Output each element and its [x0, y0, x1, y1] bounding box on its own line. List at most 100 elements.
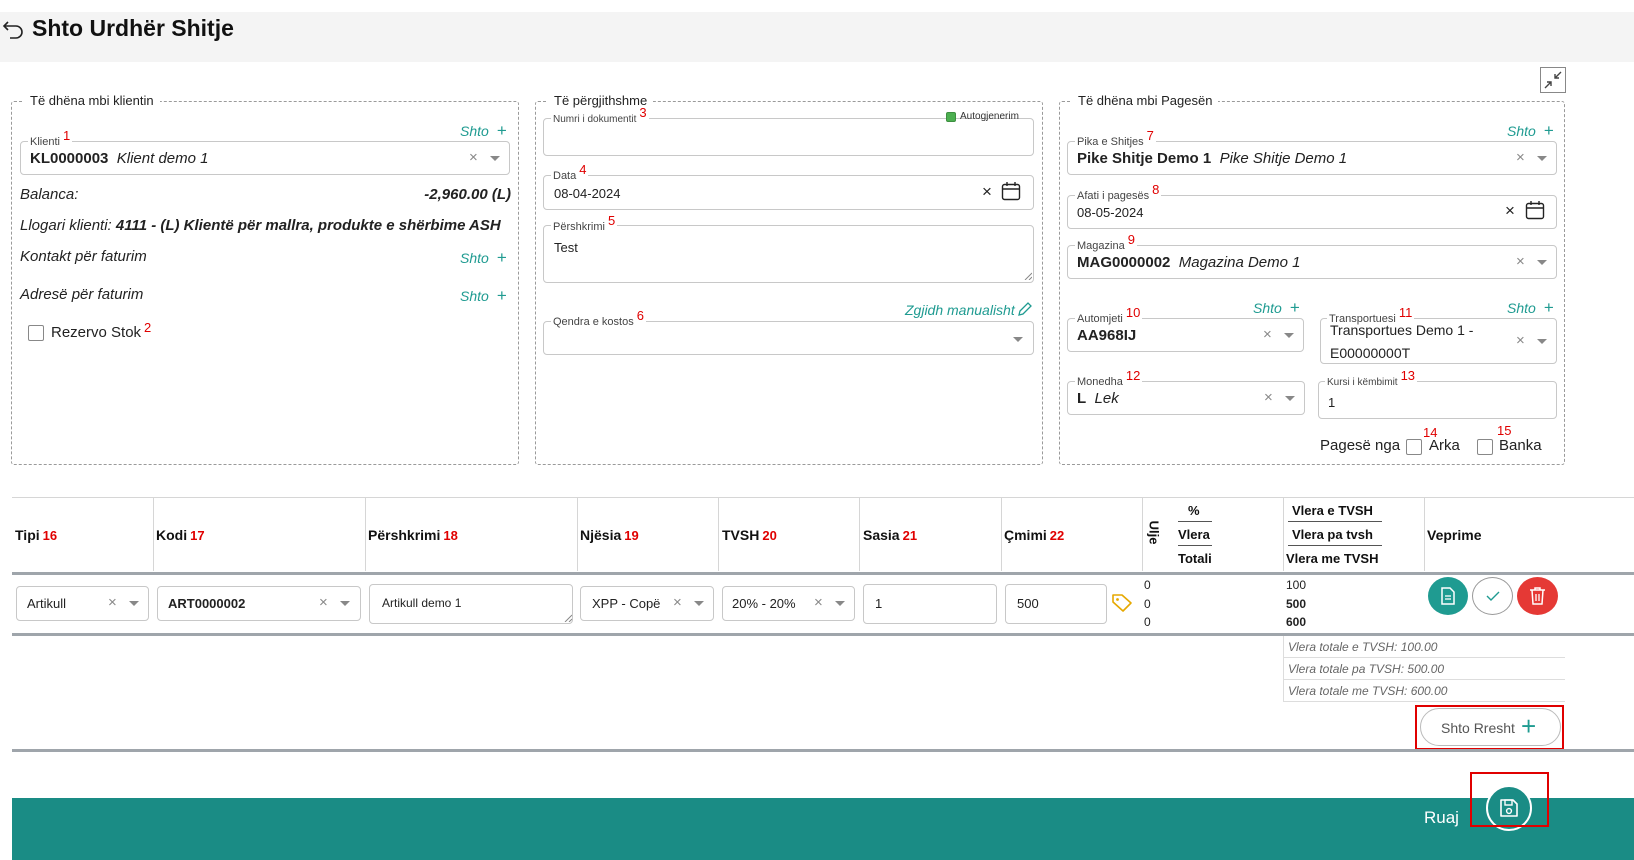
autogjenerim-checkbox[interactable] — [946, 112, 956, 122]
data-clear-icon[interactable]: × — [982, 182, 992, 201]
row-tipi-value: Artikull — [27, 596, 67, 611]
footer-bar — [12, 798, 1634, 860]
row-njesia-clear-icon[interactable]: × — [673, 594, 682, 611]
magazina-select[interactable] — [1067, 245, 1557, 279]
price-tag-icon[interactable] — [1111, 593, 1133, 613]
monedha-chevron-down-icon[interactable] — [1285, 396, 1295, 401]
transportuesi-clear-icon[interactable]: × — [1516, 332, 1525, 349]
total-me-tvsh: Vlera totale me TVSH: 600.00 — [1283, 680, 1565, 702]
monedha-value: L Lek — [1077, 390, 1119, 407]
shto-adrese-link[interactable]: Shto + — [460, 286, 507, 305]
header-divider — [1288, 521, 1382, 522]
shto-automjeti-link[interactable]: Shto + — [1253, 298, 1300, 317]
autogjenerim-label: Autogjenerim — [960, 111, 1019, 122]
row-kodi-clear-icon[interactable]: × — [319, 594, 328, 611]
shto-kontakt-link[interactable]: Shto + — [460, 248, 507, 267]
row-cmimi-input[interactable] — [1005, 584, 1107, 624]
balanca-value: -2,960.00 (L) — [424, 186, 511, 203]
row-pershkrimi-textarea[interactable] — [369, 584, 573, 624]
rezervo-stok-label: Rezervo Stok 2 — [51, 320, 152, 341]
pershkrimi-textarea[interactable] — [543, 225, 1034, 283]
ruaj-label[interactable]: Ruaj — [1424, 808, 1459, 827]
row-ulje-totali: 0 — [1144, 615, 1151, 629]
textarea-resize-handle[interactable] — [1024, 272, 1032, 280]
row-njesia-chevron-down-icon[interactable] — [694, 601, 704, 606]
row-tvsh-clear-icon[interactable]: × — [814, 594, 823, 611]
row-kodi-select[interactable] — [157, 586, 361, 621]
row-tipi-clear-icon[interactable]: × — [108, 594, 117, 611]
rezervo-stok-checkbox[interactable] — [28, 325, 44, 341]
pika-shitjes-label: Pika e Shitjes 7 — [1075, 128, 1156, 148]
row-cmimi-value: 500 — [1017, 596, 1039, 611]
automjeti-clear-icon[interactable]: × — [1263, 326, 1272, 343]
shto-klient-link[interactable]: Shto + — [460, 121, 507, 140]
client-fieldset: Të dhëna mbi klientin — [11, 93, 519, 465]
klienti-value: KL0000003 Klient demo 1 — [30, 150, 209, 167]
row-tvsh-select[interactable] — [722, 586, 855, 621]
general-fieldset: Të përgjithshme — [535, 93, 1043, 465]
pencil-icon[interactable] — [1017, 302, 1032, 317]
klienti-clear-icon[interactable]: × — [469, 149, 478, 166]
textarea-resize-handle[interactable] — [564, 614, 572, 622]
automjeti-chevron-down-icon[interactable] — [1284, 333, 1294, 338]
data-date-input[interactable] — [543, 175, 1034, 210]
shto-rresht-button[interactable]: Shto Rresht + — [1420, 708, 1561, 746]
row-ulje-pct: 0 — [1144, 578, 1151, 592]
header-band — [0, 12, 1634, 62]
data-label: Data 4 — [551, 162, 589, 182]
data-calendar-icon[interactable] — [1001, 181, 1021, 201]
banka-checkbox[interactable] — [1477, 439, 1493, 455]
qendra-kostos-label: Qendra e kostos 6 — [551, 308, 646, 328]
header-pershkrimi: Përshkrimi 18 — [368, 527, 458, 543]
save-button[interactable] — [1486, 785, 1532, 831]
back-arrow-icon[interactable] — [2, 18, 26, 40]
row-delete-button[interactable] — [1517, 577, 1558, 615]
pika-clear-icon[interactable]: × — [1516, 149, 1525, 166]
trash-icon — [1530, 587, 1545, 605]
shto-pika-link[interactable]: Shto + — [1507, 121, 1554, 140]
pika-chevron-down-icon[interactable] — [1537, 156, 1547, 161]
row-confirm-button[interactable] — [1472, 577, 1513, 615]
banka-label: 15 Banka — [1497, 423, 1542, 454]
row-tvsh-chevron-down-icon[interactable] — [835, 601, 845, 606]
klienti-select[interactable] — [20, 141, 510, 175]
automjeti-value: AA968IJ — [1077, 327, 1137, 344]
highlight-box-shto-rresht — [1415, 705, 1564, 750]
automjeti-label: Automjeti 10 — [1075, 305, 1143, 325]
header-vlera-pa-tvsh: Vlera pa tvsh — [1292, 527, 1373, 542]
row-kodi-chevron-down-icon[interactable] — [340, 601, 350, 606]
col-divider — [1001, 497, 1002, 571]
kursi-kembimit-value: 1 — [1328, 395, 1336, 410]
klienti-chevron-down-icon[interactable] — [490, 156, 500, 161]
shto-transportuesi-link[interactable]: Shto + — [1507, 298, 1554, 317]
afati-calendar-icon[interactable] — [1525, 200, 1545, 220]
col-divider — [365, 497, 366, 571]
monedha-clear-icon[interactable]: × — [1264, 389, 1273, 406]
row-kodi-value: ART0000002 — [168, 596, 246, 611]
client-legend: Të dhëna mbi klientin — [24, 93, 160, 108]
row-vlera-tvsh: 100 — [1286, 578, 1307, 592]
zgjidh-manualisht-link[interactable]: Zgjidh manualisht — [905, 302, 1015, 318]
row-tipi-select[interactable] — [16, 586, 149, 621]
row-njesia-value: XPP - Copë — [592, 596, 661, 611]
arka-checkbox[interactable] — [1406, 439, 1422, 455]
row-sasia-input[interactable] — [863, 584, 997, 624]
row-njesia-select[interactable] — [580, 586, 714, 621]
transportuesi-chevron-down-icon[interactable] — [1537, 339, 1547, 344]
row-sasia-value: 1 — [875, 596, 883, 611]
header-vlera-me-tvsh: Vlera me TVSH — [1286, 551, 1379, 566]
row-details-button[interactable] — [1428, 577, 1468, 615]
transportuesi-value-line1: Transportues Demo 1 - — [1330, 322, 1474, 338]
afati-pageses-value: 08-05-2024 — [1077, 205, 1144, 220]
row-tvsh-value: 20% - 20% — [732, 596, 796, 611]
header-sasia: Sasia 21 — [863, 527, 918, 543]
transportuesi-select[interactable] — [1320, 318, 1557, 364]
col-divider — [1424, 497, 1425, 571]
collapse-icon[interactable] — [1540, 67, 1566, 93]
magazina-clear-icon[interactable]: × — [1516, 253, 1525, 270]
table-bottom-border — [12, 749, 1634, 752]
row-tipi-chevron-down-icon[interactable] — [129, 601, 139, 606]
afati-clear-icon[interactable]: × — [1505, 201, 1515, 220]
qendra-chevron-down-icon[interactable] — [1013, 337, 1023, 342]
magazina-chevron-down-icon[interactable] — [1537, 260, 1547, 265]
